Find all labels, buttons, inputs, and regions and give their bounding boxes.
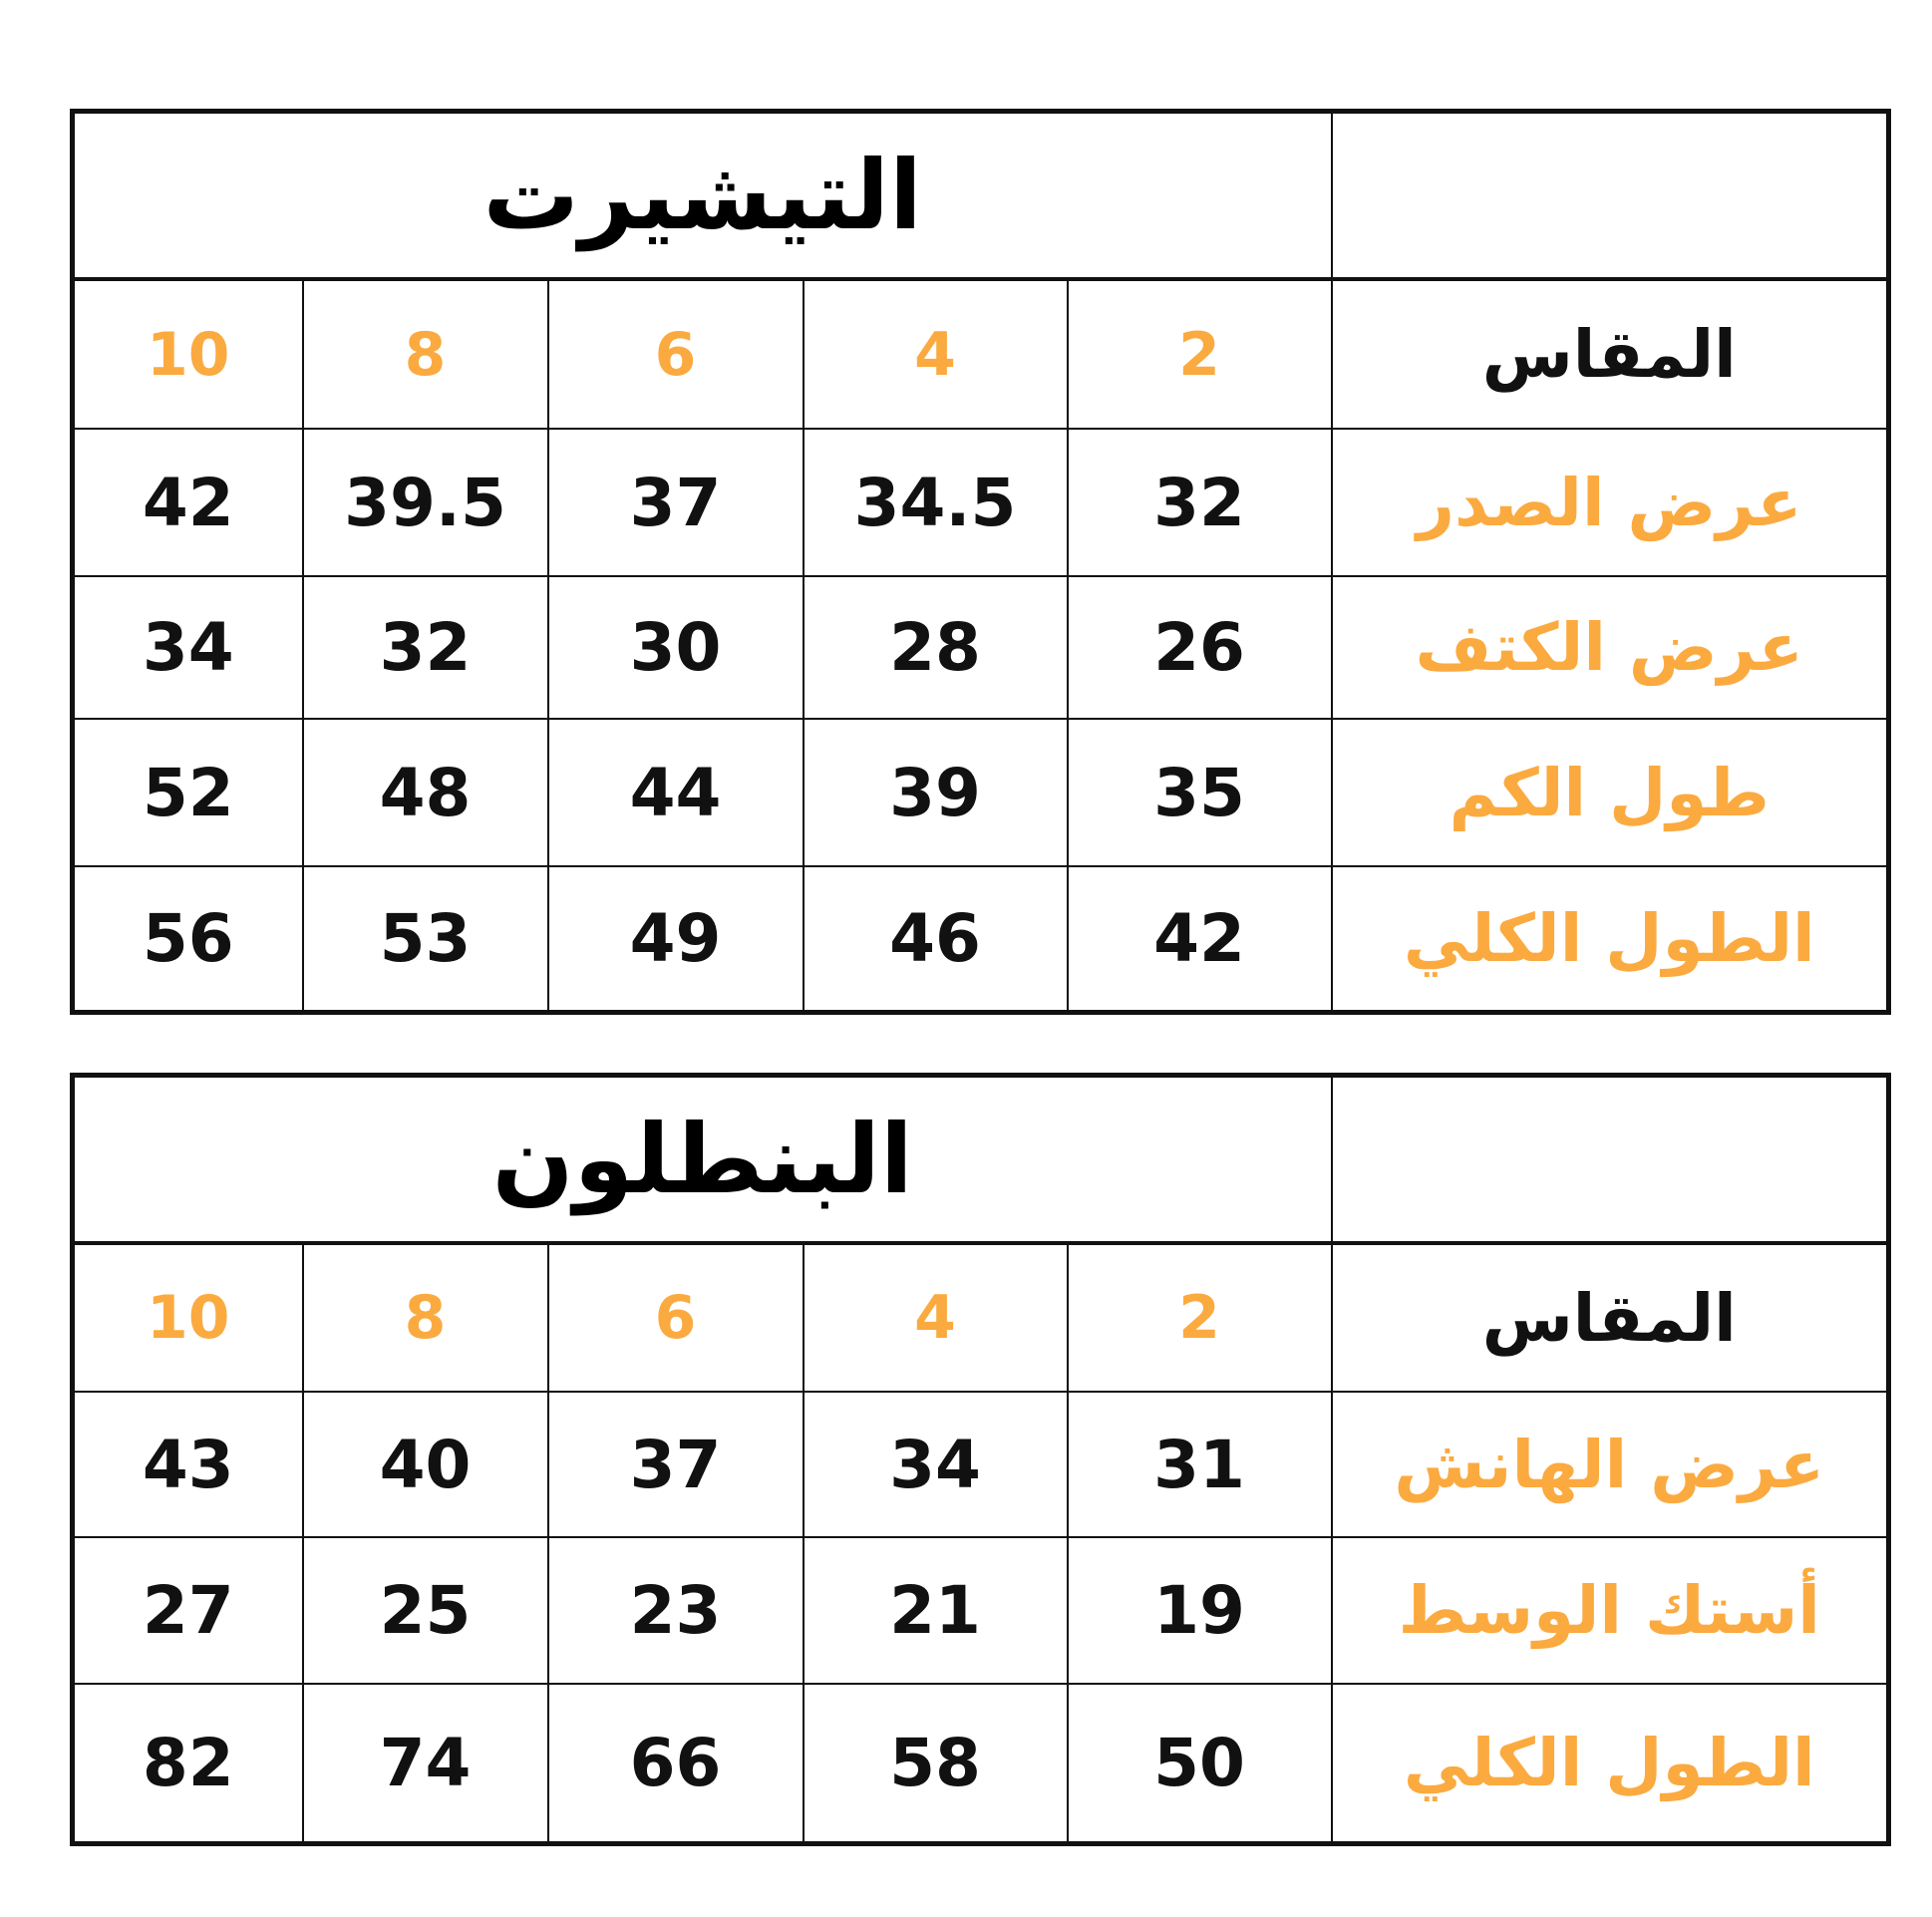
size-label: المقاس — [1330, 1242, 1890, 1393]
size-header-cell: 4 — [802, 1242, 1069, 1393]
row-label: عرض الهانش — [1330, 1391, 1890, 1538]
row-label: الطول الكلي — [1330, 1683, 1890, 1845]
row-label: طول الكم — [1330, 718, 1890, 867]
measurement-cell: 82 — [71, 1683, 304, 1845]
measurement-cell: 32 — [1066, 428, 1333, 577]
tshirt-size-table: التيشيرت 10 8 6 4 2 المقاس 42 39.5 37 34.5 32 عرض ال… — [70, 109, 1891, 1015]
measurement-cell: 21 — [802, 1536, 1069, 1685]
table-row: 42 39.5 37 34.5 32 عرض الصدر — [71, 428, 1890, 577]
measurement-cell: 42 — [1066, 865, 1333, 1014]
size-header-row: 10 8 6 4 2 المقاس — [71, 1242, 1890, 1393]
measurement-cell: 48 — [301, 718, 549, 867]
size-header-row: 10 8 6 4 2 المقاس — [71, 278, 1890, 430]
size-header-cell: 8 — [301, 1242, 549, 1393]
table-row: 56 53 49 46 42 الطول الكلي — [71, 865, 1890, 1014]
table-row: 34 32 30 28 26 عرض الكتف — [71, 575, 1890, 720]
table-row: 52 48 44 39 35 طول الكم — [71, 718, 1890, 867]
size-header-cell: 10 — [71, 1242, 304, 1393]
measurement-cell: 34 — [71, 575, 304, 720]
row-label: الطول الكلي — [1330, 865, 1890, 1014]
measurement-cell: 50 — [1066, 1683, 1333, 1845]
size-header-cell: 6 — [546, 278, 805, 430]
size-header-cell: 6 — [546, 1242, 805, 1393]
measurement-cell: 39.5 — [301, 428, 549, 577]
measurement-cell: 37 — [546, 428, 805, 577]
measurement-cell: 53 — [301, 865, 549, 1014]
empty-corner-cell — [1330, 110, 1890, 281]
empty-corner-cell — [1330, 1074, 1890, 1245]
measurement-cell: 25 — [301, 1536, 549, 1685]
size-header-cell: 2 — [1066, 1242, 1333, 1393]
size-header-cell: 4 — [802, 278, 1069, 430]
measurement-cell: 58 — [802, 1683, 1069, 1845]
measurement-cell: 27 — [71, 1536, 304, 1685]
measurement-cell: 26 — [1066, 575, 1333, 720]
measurement-cell: 39 — [802, 718, 1069, 867]
measurement-cell: 31 — [1066, 1391, 1333, 1538]
row-label: عرض الصدر — [1330, 428, 1890, 577]
row-label: أستك الوسط — [1330, 1536, 1890, 1685]
size-header-cell: 8 — [301, 278, 549, 430]
table-row: 27 25 23 21 19 أستك الوسط — [71, 1536, 1890, 1685]
row-label: عرض الكتف — [1330, 575, 1890, 720]
table-row: 43 40 37 34 31 عرض الهانش — [71, 1391, 1890, 1538]
table-title: التيشيرت — [71, 110, 1333, 281]
measurement-cell: 28 — [802, 575, 1069, 720]
measurement-cell: 43 — [71, 1391, 304, 1538]
measurement-cell: 34.5 — [802, 428, 1069, 577]
title-row: البنطلون — [71, 1074, 1890, 1245]
measurement-cell: 46 — [802, 865, 1069, 1014]
measurement-cell: 19 — [1066, 1536, 1333, 1685]
measurement-cell: 44 — [546, 718, 805, 867]
measurement-cell: 35 — [1066, 718, 1333, 867]
measurement-cell: 40 — [301, 1391, 549, 1538]
pants-size-table: البنطلون 10 8 6 4 2 المقاس 43 40 37 34 31 عرض الهانش… — [70, 1073, 1891, 1846]
measurement-cell: 49 — [546, 865, 805, 1014]
measurement-cell: 23 — [546, 1536, 805, 1685]
measurement-cell: 56 — [71, 865, 304, 1014]
size-header-cell: 2 — [1066, 278, 1333, 430]
measurement-cell: 66 — [546, 1683, 805, 1845]
table-title: البنطلون — [71, 1074, 1333, 1245]
measurement-cell: 52 — [71, 718, 304, 867]
measurement-cell: 42 — [71, 428, 304, 577]
title-row: التيشيرت — [71, 110, 1890, 281]
size-label: المقاس — [1330, 278, 1890, 430]
measurement-cell: 32 — [301, 575, 549, 720]
measurement-cell: 37 — [546, 1391, 805, 1538]
table-row: 82 74 66 58 50 الطول الكلي — [71, 1683, 1890, 1845]
measurement-cell: 74 — [301, 1683, 549, 1845]
size-header-cell: 10 — [71, 278, 304, 430]
measurement-cell: 34 — [802, 1391, 1069, 1538]
measurement-cell: 30 — [546, 575, 805, 720]
